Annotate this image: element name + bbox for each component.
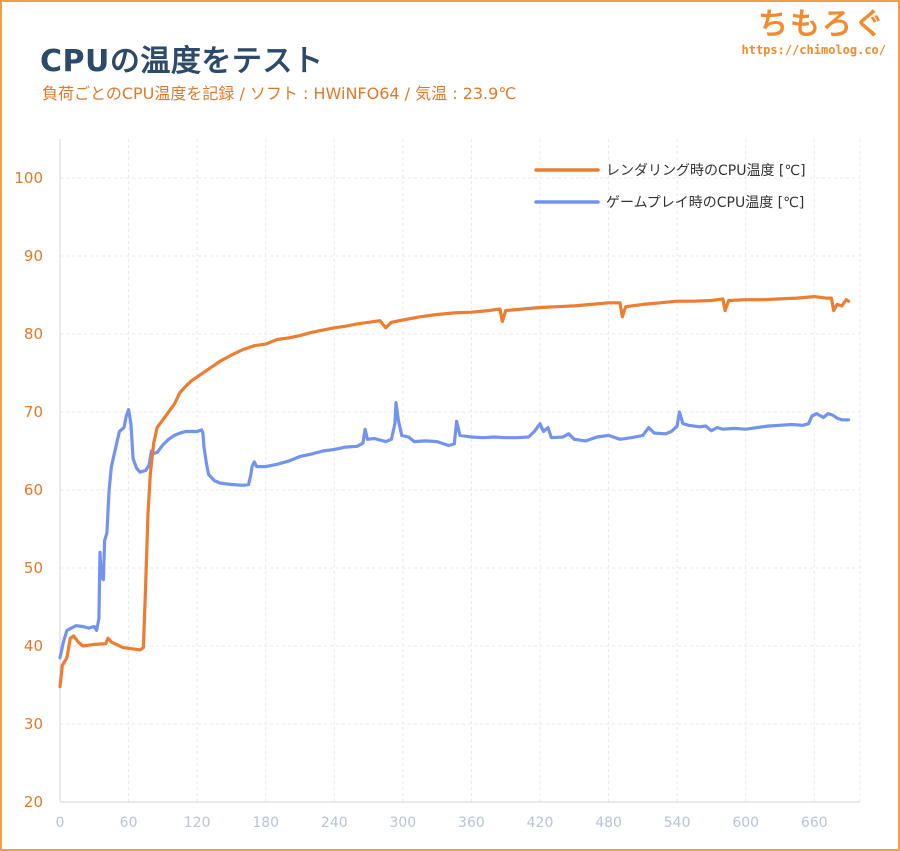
y-tick-label: 70 <box>24 403 43 421</box>
chart-axes: 20 30 40 50 60 70 80 90 100 0 60 120 180 240 300 360 420… <box>14 139 860 831</box>
page-subtitle: 負荷ごとのCPU温度を記録 / ソフト : HWiNFO64 / 気温 : 23… <box>42 84 517 103</box>
y-tick-label: 90 <box>24 247 43 265</box>
y-tick-label: 40 <box>24 637 43 655</box>
y-tick-label: 60 <box>24 481 43 499</box>
x-tick-label: 240 <box>321 815 348 831</box>
x-tick-label: 600 <box>732 815 759 831</box>
legend-label-1: ゲームプレイ時のCPU温度 [℃] <box>606 195 804 211</box>
chart-grid <box>60 139 861 803</box>
y-tick-label: 80 <box>24 325 43 343</box>
x-tick-label: 180 <box>252 815 279 831</box>
y-tick-label: 100 <box>14 169 43 187</box>
x-tick-label: 540 <box>664 815 691 831</box>
brand-name: ちもろぐ <box>758 7 886 42</box>
x-tick-label: 360 <box>458 815 485 831</box>
y-tick-label: 30 <box>24 715 43 733</box>
y-tick-label: 50 <box>24 559 43 577</box>
x-tick-label: 0 <box>56 815 65 831</box>
series-line-1 <box>58 401 851 660</box>
chart-lines <box>58 295 851 689</box>
brand-logo[interactable]: ちもろぐ https://chimolog.co/ <box>742 8 887 58</box>
chart-legend: レンダリング時のCPU温度 [℃] ゲームプレイ時のCPU温度 [℃] <box>534 163 806 211</box>
x-tick-label: 660 <box>801 815 828 831</box>
x-tick-label: 480 <box>595 815 622 831</box>
x-tick-label: 60 <box>120 815 138 831</box>
series-line-0 <box>58 295 851 689</box>
page-title: CPUの温度をテスト <box>40 44 324 79</box>
x-tick-label: 420 <box>527 815 554 831</box>
brand-url[interactable]: https://chimolog.co/ <box>741 43 887 57</box>
x-tick-label: 300 <box>389 815 416 831</box>
x-tick-label: 120 <box>184 815 211 831</box>
y-tick-label: 20 <box>24 793 43 811</box>
legend-label-0: レンダリング時のCPU温度 [℃] <box>606 163 806 179</box>
